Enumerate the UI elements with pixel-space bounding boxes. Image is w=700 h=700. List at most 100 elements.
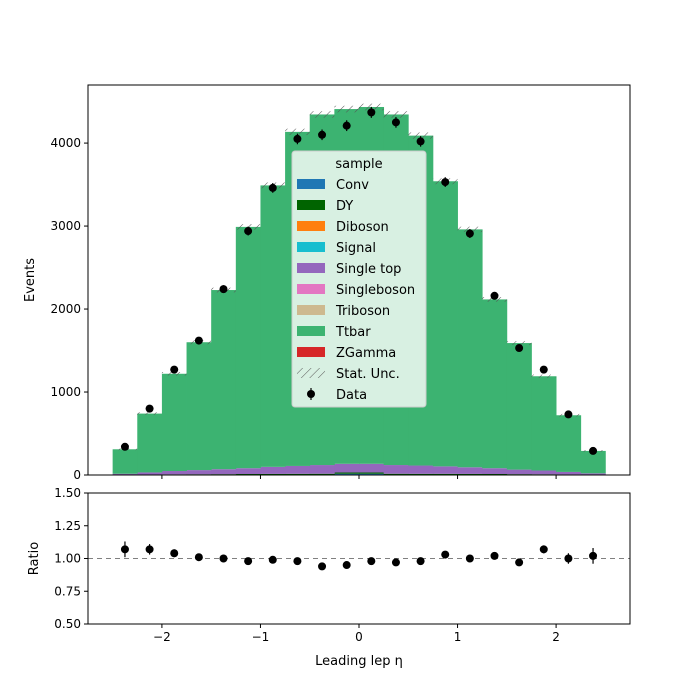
x-axis-label: Leading lep η	[315, 654, 403, 669]
bar-dy	[309, 473, 335, 475]
legend-label: Single top	[336, 262, 401, 277]
bar-dy	[334, 472, 360, 474]
data-points	[120, 106, 598, 455]
data-point	[367, 108, 376, 117]
legend-entry: ZGamma	[297, 346, 396, 361]
ratio-point	[515, 558, 524, 567]
ratio-point	[318, 562, 327, 571]
legend-label: Signal	[336, 241, 376, 256]
ratio-plot-panel: −2 −1 0 1 2 0.50 0.75 1.00 1.25 1.50 Ratio Leadi…	[27, 486, 631, 669]
y-tick-label: 1.25	[54, 519, 81, 533]
data-point	[490, 291, 499, 300]
data-point	[244, 227, 253, 236]
bar-ttbar	[260, 185, 286, 467]
legend-entry: DY	[297, 199, 353, 214]
ratio-point	[490, 551, 499, 560]
data-point	[318, 130, 327, 139]
bar-ttbar	[186, 342, 212, 471]
bar-dy	[359, 472, 385, 474]
bar-ttbar	[137, 413, 163, 473]
bar-single-top	[235, 468, 261, 475]
legend-swatch	[297, 221, 325, 231]
legend-box	[291, 150, 427, 408]
bar-ttbar	[235, 226, 261, 469]
legend-swatch	[297, 200, 325, 210]
data-point	[416, 137, 425, 146]
ratio-y-axis-label: Ratio	[27, 542, 42, 575]
ratio-y-ticks: 0.50 0.75 1.00 1.25 1.50	[54, 486, 88, 631]
legend-label: Stat. Unc.	[336, 367, 400, 382]
data-point	[515, 344, 524, 353]
bar-ttbar	[457, 229, 483, 468]
main-y-ticks: 0 1000 2000 3000 4000	[50, 136, 88, 482]
ratio-point	[145, 545, 154, 554]
data-point	[441, 178, 450, 187]
stat-unc-bin	[383, 111, 409, 118]
stat-unc-bin	[531, 374, 557, 378]
main-x-ticks	[161, 475, 557, 479]
stat-unc-bin	[285, 128, 310, 136]
bar-single-top	[432, 466, 458, 474]
ratio-point	[170, 549, 179, 558]
bar-single-top	[260, 466, 286, 474]
bar-dy	[432, 473, 458, 475]
data-point	[194, 336, 203, 345]
legend-label: DY	[336, 199, 353, 214]
bar-single-top	[137, 472, 163, 475]
legend-swatch	[297, 284, 325, 294]
bar-dy	[408, 473, 434, 475]
y-tick-label: 3000	[50, 219, 81, 233]
data-point	[219, 285, 228, 294]
bar-single-top	[334, 463, 360, 473]
legend-swatch	[297, 347, 325, 357]
y-tick-label: 4000	[50, 136, 81, 150]
stat-unc-bin	[506, 341, 532, 346]
bar-conv	[334, 473, 360, 475]
bar-dy	[285, 473, 311, 475]
ratio-point	[244, 557, 253, 566]
legend-swatch	[297, 179, 325, 189]
y-tick-label: 1.00	[54, 552, 81, 566]
ratio-point	[367, 557, 376, 566]
bar-conv	[359, 473, 385, 475]
x-tick-label: 2	[552, 630, 560, 644]
legend-entry: Triboson	[297, 304, 390, 319]
data-point	[564, 410, 573, 419]
legend-entry: Data	[307, 388, 367, 403]
main-plot-frame	[87, 84, 631, 476]
legend-label: Diboson	[336, 220, 389, 235]
legend-entry: Stat. Unc.	[297, 367, 400, 382]
ratio-point	[293, 557, 302, 566]
bar-single-top	[112, 473, 138, 475]
bar-ttbar	[211, 290, 237, 470]
data-point	[120, 442, 129, 451]
legend-entry: Diboson	[297, 220, 389, 235]
ratio-point	[219, 554, 228, 563]
bar-single-top	[408, 465, 434, 474]
ratio-point	[564, 554, 573, 563]
ratio-point	[589, 551, 598, 560]
ratio-point	[539, 545, 548, 554]
y-tick-label: 0.50	[54, 617, 81, 631]
bar-ttbar	[432, 181, 458, 467]
bar-single-top	[359, 463, 385, 473]
data-point	[589, 446, 598, 455]
ratio-point	[441, 550, 450, 559]
bar-single-top	[309, 465, 335, 474]
bar-ttbar	[556, 415, 582, 472]
data-point	[342, 121, 351, 130]
ratio-point	[391, 558, 400, 567]
bar-single-top	[580, 473, 606, 475]
ratio-point	[194, 553, 203, 562]
bar-ttbar	[506, 343, 532, 470]
data-point	[268, 183, 277, 192]
legend-swatch	[297, 305, 325, 315]
legend-entry: Signal	[297, 241, 376, 256]
bar-single-top	[482, 468, 508, 475]
data-point	[170, 365, 179, 374]
bar-dy	[457, 473, 483, 475]
bar-ttbar	[580, 450, 606, 474]
bar-dy	[260, 473, 286, 475]
legend-swatch	[297, 326, 325, 336]
